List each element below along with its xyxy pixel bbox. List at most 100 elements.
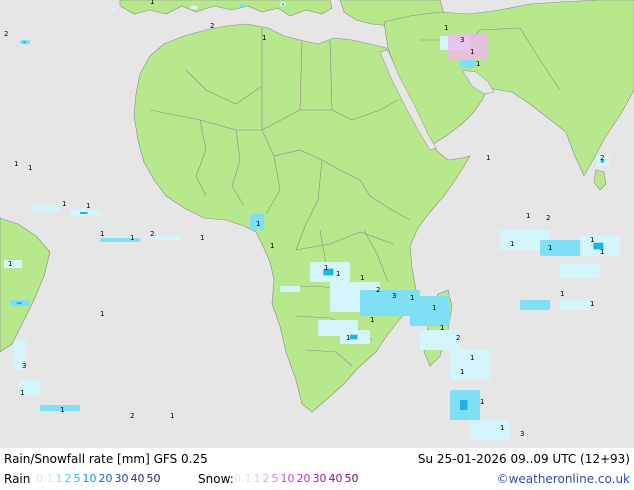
snow-scale-item: 5 (271, 472, 279, 485)
precip-patch (30, 205, 60, 211)
precip-patch (540, 240, 580, 256)
precip-value-label: 2 (376, 286, 380, 294)
map-title: Rain/Snowfall rate [mm] GFS 0.25 (4, 452, 208, 466)
precip-patch (110, 8, 116, 11)
rain-scale-item: 0.1 (36, 472, 54, 485)
precip-value-label: 1 (28, 164, 32, 172)
precip-core (80, 212, 88, 214)
precip-value-label: 1 (600, 248, 604, 256)
precip-value-label: 1 (470, 354, 474, 362)
precip-patch (250, 214, 264, 230)
precip-value-label: 3 (392, 292, 396, 300)
precip-value-label: 1 (100, 230, 104, 238)
precip-value-label: 1 (336, 270, 340, 278)
precip-value-label: 1 (590, 300, 594, 308)
precip-value-label: 1 (560, 290, 564, 298)
precip-patch (360, 290, 420, 316)
country-borders (149, 27, 561, 367)
precip-value-label: 1 (346, 334, 350, 342)
precip-patch (410, 296, 450, 326)
precip-value-label: 1 (444, 24, 448, 32)
persian-gulf (461, 69, 495, 95)
precip-value-label: 1 (256, 220, 260, 228)
precip-value-label: 2 (4, 30, 8, 38)
precip-value-label: 2 (210, 22, 214, 30)
snow-scale-item: 0.1 (234, 472, 252, 485)
precip-patch (150, 236, 180, 240)
precip-value-label: 1 (86, 202, 90, 210)
precip-core (593, 242, 604, 250)
snow-scale-item: 30 (312, 472, 327, 485)
precip-value-label: 1 (476, 60, 480, 68)
precip-patch (560, 264, 600, 278)
land-sri-lanka (593, 169, 607, 191)
snow-scale-item: 20 (296, 472, 311, 485)
precip-patch (450, 350, 490, 380)
precip-core (350, 334, 358, 340)
snow-scale-item: 40 (328, 472, 343, 485)
precip-value-label: 1 (200, 234, 204, 242)
precip-patch (560, 300, 590, 310)
precip-value-label: 1 (470, 48, 474, 56)
precip-value-label: 1 (510, 240, 514, 248)
precip-value-label: 1 (432, 304, 436, 312)
snow-legend-scale: 0.1 1 2 5 10 20 30 40 50 (234, 472, 361, 486)
red-sea (379, 49, 437, 151)
rain-scale-item: 50 (146, 472, 161, 485)
precip-patch (4, 260, 22, 268)
precip-patch (240, 4, 246, 7)
precip-value-label: 1 (370, 316, 374, 324)
precip-patch (460, 60, 476, 68)
precip-core (23, 41, 26, 44)
snow-scale-item: 50 (344, 472, 359, 485)
precip-core (460, 400, 468, 410)
precip-patch (190, 6, 198, 9)
precip-patch (14, 340, 26, 370)
precip-core (600, 159, 605, 163)
map-footer: Rain/Snowfall rate [mm] GFS 0.25 Su 25-0… (0, 448, 634, 490)
snow-legend-label: Snow: (198, 472, 234, 486)
land-europe (119, 0, 333, 17)
precip-patch (100, 238, 140, 242)
rain-legend-scale: 0.1 1 2 5 10 20 30 40 50 (36, 472, 163, 486)
rain-scale-item: 5 (73, 472, 81, 485)
precip-value-label: 2 (456, 334, 460, 342)
rain-scale-item: 10 (82, 472, 97, 485)
precip-value-label: 1 (270, 242, 274, 250)
precip-value-label: 1 (324, 264, 328, 272)
precip-value-label: 1 (262, 34, 266, 42)
snow-scale-item: 10 (280, 472, 295, 485)
precip-value-label: 1 (590, 236, 594, 244)
precip-value-label: 1 (14, 160, 18, 168)
precip-value-label: 1 (410, 294, 414, 302)
precip-value-label: 3 (460, 36, 464, 44)
precip-value-label: 1 (170, 412, 174, 420)
precip-value-label: 1 (500, 424, 504, 432)
precip-patch (500, 230, 550, 250)
snow-scale-item: 1 (253, 472, 261, 485)
precip-value-label: 1 (526, 212, 530, 220)
credit-link[interactable]: ©weatheronline.co.uk (496, 472, 630, 486)
precip-value-label: 1 (62, 200, 66, 208)
precip-value-label: 1 (486, 154, 490, 162)
precip-value-label: 1 (460, 368, 464, 376)
precip-value-label: 1 (548, 244, 552, 252)
precip-patch (280, 286, 300, 292)
precip-core (282, 3, 284, 6)
precip-value-label: 2 (546, 214, 550, 222)
precip-value-label: 1 (60, 406, 64, 414)
precip-value-label: 2 (150, 230, 154, 238)
precipitation-layer (4, 2, 620, 440)
precip-value-label: 1 (150, 0, 154, 6)
precip-value-label: 1 (440, 324, 444, 332)
forecast-datetime: Su 25-01-2026 09..09 UTC (12+93) (417, 452, 630, 466)
precip-value-label: 2 (130, 412, 134, 420)
precip-core (323, 268, 334, 276)
precip-patch (420, 330, 460, 350)
precip-value-label: 1 (100, 310, 104, 318)
rain-legend-label: Rain (4, 472, 31, 486)
precip-value-label: 1 (20, 389, 24, 397)
rain-scale-item: 40 (130, 472, 145, 485)
